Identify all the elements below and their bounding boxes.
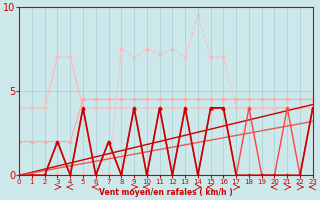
X-axis label: Vent moyen/en rafales ( km/h ): Vent moyen/en rafales ( km/h ) [99,188,233,197]
